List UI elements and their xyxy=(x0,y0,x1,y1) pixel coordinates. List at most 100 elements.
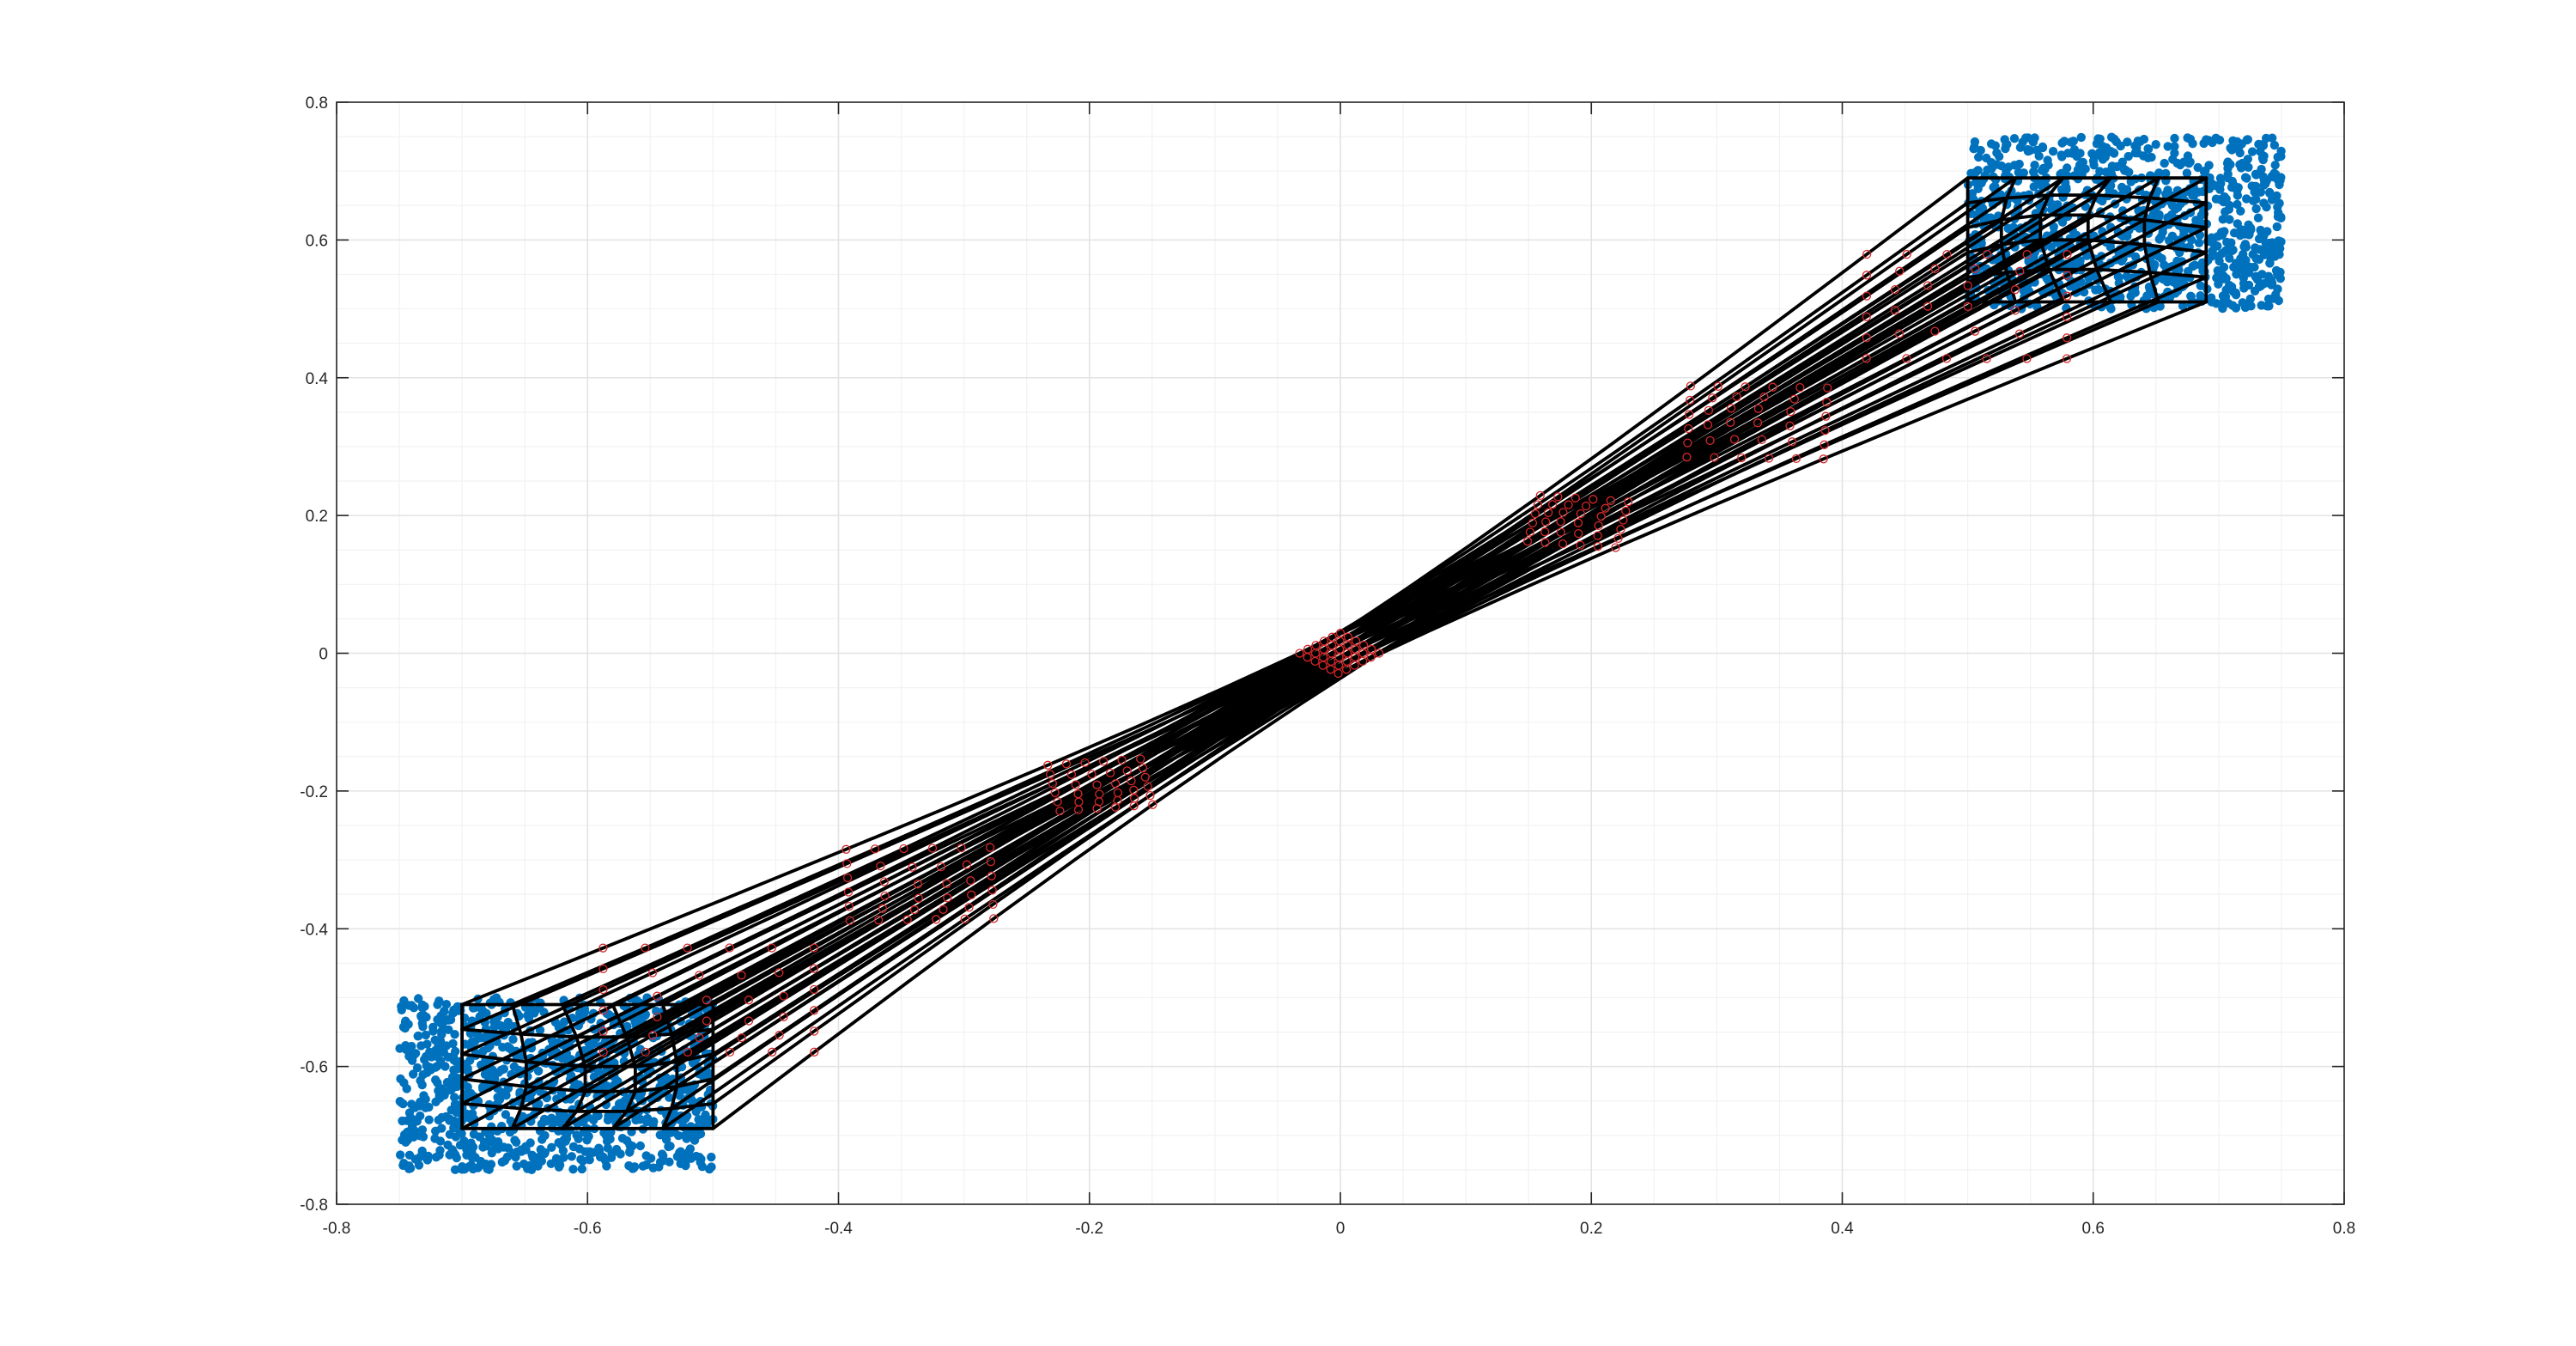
scatter-point xyxy=(503,1143,513,1153)
scatter-point xyxy=(2233,199,2242,210)
scatter-point xyxy=(2204,161,2214,170)
trajectory-marker xyxy=(1122,766,1132,776)
scatter-point xyxy=(501,1091,511,1100)
scatter-point xyxy=(2233,191,2243,200)
scatter-point xyxy=(430,1134,440,1143)
mesh-line xyxy=(1965,238,2208,254)
trajectory-marker xyxy=(1540,527,1550,537)
scatter-point xyxy=(2157,253,2166,264)
scatter-point xyxy=(2270,161,2280,170)
scatter-point xyxy=(705,1164,714,1174)
scatter-point xyxy=(428,1022,438,1032)
trajectory-lines xyxy=(460,176,2208,1130)
trajectory-marker xyxy=(1098,757,1109,766)
scatter-point xyxy=(2248,196,2258,205)
scatter-point xyxy=(414,994,423,1003)
scatter-point xyxy=(2042,274,2051,283)
scatter-point xyxy=(2236,163,2246,173)
trajectory-marker xyxy=(1820,426,1830,435)
scatter-point xyxy=(641,1010,650,1020)
scatter-point xyxy=(2144,282,2154,292)
trajectory-marker xyxy=(1685,395,1695,405)
trajectory-marker xyxy=(725,943,734,953)
scatter-point xyxy=(2190,260,2200,270)
scatter-point xyxy=(2263,294,2274,304)
scatter-point xyxy=(2214,252,2224,261)
trajectory-marker xyxy=(1596,512,1606,521)
scatter-point xyxy=(395,1044,404,1053)
scatter-point xyxy=(435,1146,445,1155)
trajectory-marker xyxy=(1544,508,1553,517)
trajectory-marker xyxy=(1145,790,1155,801)
scatter-point xyxy=(599,1128,609,1137)
trajectory-marker xyxy=(1862,332,1871,343)
trajectory-marker xyxy=(902,915,912,924)
scatter-point xyxy=(2211,299,2221,308)
trajectory-line xyxy=(460,300,2160,1105)
trajectory-marker xyxy=(1593,541,1603,551)
trajectory-marker xyxy=(1050,788,1060,797)
scatter-point xyxy=(2233,219,2242,228)
mesh-line xyxy=(1965,193,2208,205)
trajectory-marker xyxy=(844,901,854,911)
trajectory-marker xyxy=(1902,249,1911,259)
scatter-point xyxy=(1995,152,2004,161)
scatter-point xyxy=(2268,133,2277,143)
trajectory-marker xyxy=(1143,782,1152,791)
trajectory-marker xyxy=(932,915,941,924)
mesh-line xyxy=(2142,176,2160,304)
scatter-point xyxy=(474,1033,483,1043)
trajectory-marker xyxy=(1522,537,1533,546)
scatter-point xyxy=(1974,152,1984,162)
trajectory-marker xyxy=(598,1047,608,1057)
trajectory-marker xyxy=(598,964,608,974)
scatter-point xyxy=(424,1102,434,1112)
scatter-point xyxy=(417,1000,428,1010)
scatter-point xyxy=(635,1141,645,1151)
trajectory-marker xyxy=(2015,266,2025,276)
mesh-line xyxy=(2038,176,2065,304)
trajectory-marker xyxy=(1729,435,1740,444)
y-tick-label: 0.4 xyxy=(306,370,329,388)
trajectory-marker xyxy=(1525,527,1535,537)
scatter-point xyxy=(2243,155,2252,164)
trajectory-marker xyxy=(913,880,923,889)
trajectory-marker xyxy=(1970,326,1980,336)
trajectory-marker xyxy=(737,971,746,980)
scatter-point xyxy=(2162,277,2172,287)
trajectory-marker xyxy=(1541,517,1551,527)
scatter-point xyxy=(409,1003,419,1013)
scatter-point xyxy=(2232,270,2241,279)
trajectory-marker xyxy=(810,1047,819,1057)
scatter-point xyxy=(584,1147,593,1157)
trajectory-marker xyxy=(1066,770,1077,779)
scatter-point xyxy=(2211,194,2221,204)
scatter-point xyxy=(469,1130,479,1139)
scatter-point xyxy=(2263,301,2272,311)
scatter-point xyxy=(661,1135,671,1145)
trajectory-marker xyxy=(598,943,608,953)
scatter-point xyxy=(2258,172,2268,181)
scatter-point xyxy=(648,1163,658,1172)
scatter-point xyxy=(1973,166,1983,175)
scatter-point xyxy=(418,1132,428,1142)
trajectory-marker xyxy=(876,861,885,871)
scatter-point xyxy=(1990,181,2000,192)
scatter-point xyxy=(2251,169,2261,179)
trajectory-marker xyxy=(1087,770,1097,779)
scatter-point xyxy=(642,1113,653,1124)
scatter-point xyxy=(2161,168,2171,179)
scatter-point xyxy=(412,1063,422,1073)
scatter-point xyxy=(2030,161,2039,170)
scatter-point xyxy=(2276,212,2286,222)
trajectory-marker xyxy=(767,943,776,953)
scatter-point xyxy=(2122,271,2131,281)
scatter-point xyxy=(1996,161,2007,171)
scatter-point xyxy=(1976,145,1985,155)
scatter-point xyxy=(2049,222,2058,232)
scatter-point xyxy=(2023,133,2032,143)
scatter-point xyxy=(2251,243,2260,253)
scatter-point xyxy=(2261,179,2270,189)
trajectory-marker xyxy=(1753,418,1763,428)
trajectory-marker xyxy=(841,844,851,854)
